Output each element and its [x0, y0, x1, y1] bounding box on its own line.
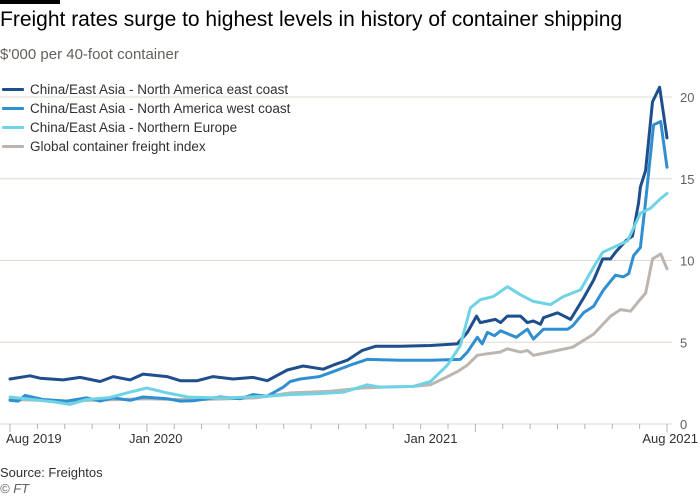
- y-tick-label: 15: [680, 172, 694, 187]
- legend-swatch: [2, 145, 24, 148]
- legend-swatch: [2, 88, 24, 91]
- credit-note: © FT: [0, 481, 30, 496]
- chart-subtitle: $'000 per 40-foot container: [0, 46, 179, 63]
- legend-label: China/East Asia - North America west coa…: [30, 101, 291, 116]
- legend-swatch: [2, 126, 24, 129]
- legend-item: China/East Asia - Northern Europe: [0, 118, 290, 137]
- legend: China/East Asia - North America east coa…: [0, 80, 290, 156]
- y-tick-label: 0: [680, 417, 687, 432]
- legend-label: Global container freight index: [30, 139, 206, 154]
- legend-item: Global container freight index: [0, 137, 290, 156]
- x-tick-label: Jan 2020: [129, 431, 183, 446]
- series-line-3: [8, 192, 669, 406]
- legend-swatch: [2, 107, 24, 110]
- brand-bar: [0, 0, 60, 4]
- x-tick-label: Aug 2021: [642, 431, 698, 446]
- y-tick-label: 10: [680, 254, 694, 269]
- source-note: Source: Freightos: [0, 465, 103, 480]
- series-line-2: [8, 120, 669, 403]
- y-tick-label: 20: [680, 90, 694, 105]
- legend-label: China/East Asia - Northern Europe: [30, 120, 238, 135]
- x-tick-label: Aug 2019: [6, 431, 62, 446]
- legend-item: China/East Asia - North America east coa…: [0, 80, 290, 99]
- y-tick-label: 5: [680, 335, 687, 350]
- x-tick-label: Jan 2021: [404, 431, 458, 446]
- legend-label: China/East Asia - North America east coa…: [30, 82, 289, 97]
- legend-item: China/East Asia - North America west coa…: [0, 99, 290, 118]
- chart-title: Freight rates surge to highest levels in…: [0, 8, 623, 31]
